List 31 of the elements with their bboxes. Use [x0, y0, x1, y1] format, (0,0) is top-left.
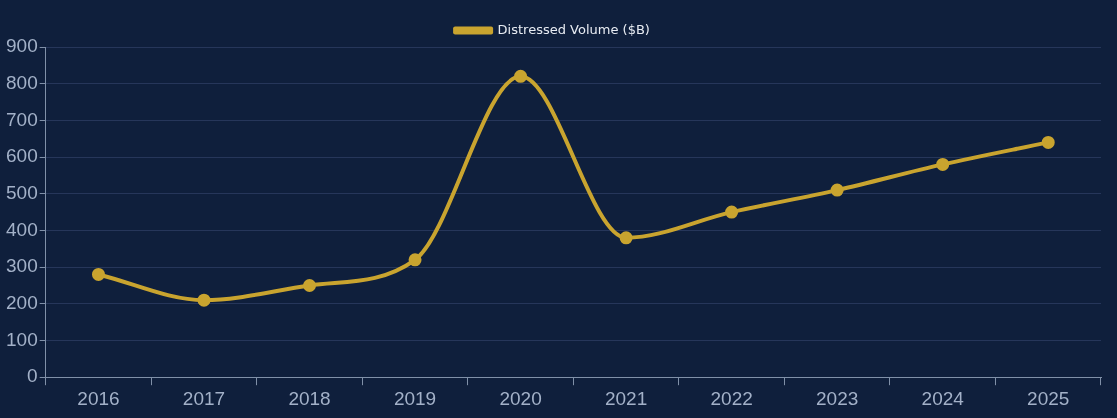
point	[1041, 135, 1055, 149]
y-tick-label: 600	[6, 145, 38, 167]
x-tick-label: 2021	[604, 387, 648, 409]
point	[408, 253, 422, 267]
legend-label: Distressed Volume ($B)	[497, 21, 650, 37]
x-tick-label: 2023	[816, 387, 859, 409]
x-tick-label: 2020	[499, 387, 542, 409]
x-tick-label: 2017	[182, 387, 226, 409]
point	[936, 157, 950, 171]
point	[830, 183, 844, 197]
x-tick-label: 2016	[77, 387, 120, 409]
point	[725, 205, 739, 219]
point	[619, 231, 633, 245]
point	[197, 293, 211, 307]
y-tick-label: 800	[6, 71, 38, 93]
y-tick-label: 700	[6, 108, 38, 130]
x-tick-label: 2018	[288, 387, 331, 409]
point	[91, 267, 105, 281]
y-tick-label: 400	[6, 218, 38, 240]
y-tick-label: 300	[6, 255, 38, 277]
point	[303, 278, 317, 292]
y-tick-label: 100	[6, 328, 38, 350]
y-tick-label: 200	[6, 292, 38, 314]
x-tick-label: 2022	[710, 387, 753, 409]
point	[514, 69, 528, 83]
y-tick-label: 500	[6, 181, 38, 203]
x-tick-label: 2019	[393, 387, 437, 409]
x-tick-label: 2024	[921, 387, 965, 409]
y-tick-label: 0	[27, 365, 38, 387]
x-tick-label: 2025	[1027, 387, 1070, 409]
y-tick-label: 900	[6, 35, 38, 57]
